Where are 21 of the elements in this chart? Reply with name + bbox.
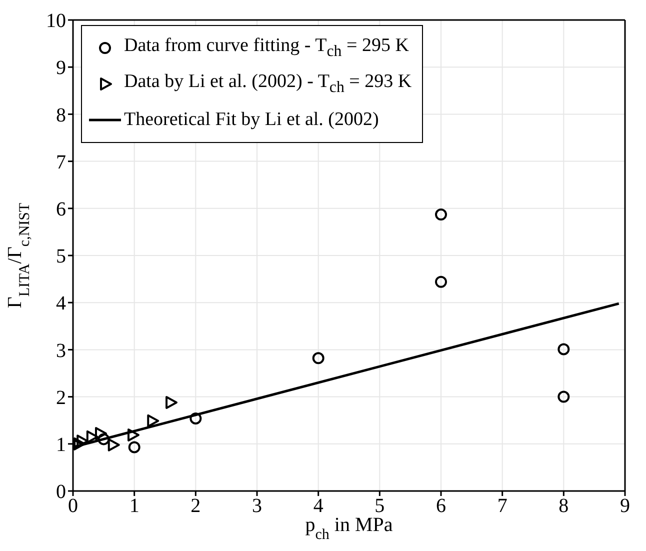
y-tick-label: 5: [56, 246, 66, 268]
x-tick-label: 8: [558, 495, 569, 518]
y-tick-label: 7: [56, 151, 66, 174]
x-tick-label: 3: [252, 495, 262, 518]
y-tick-label: 1: [56, 434, 66, 456]
y-tick-label: 0: [56, 481, 66, 504]
x-tick-label: 9: [620, 495, 630, 518]
y-tick-label: 6: [56, 198, 66, 220]
x-tick-label: 1: [129, 495, 140, 518]
y-tick-label: 3: [56, 340, 66, 362]
y-tick-label: 2: [56, 386, 66, 409]
y-tick-label: 9: [56, 57, 66, 80]
y-tick-label: 10: [46, 10, 66, 32]
legend-label: Data by Li et al. (2002) - T$_{ch}$ = 293 K: [124, 71, 412, 97]
legend-label: Theoretical Fit by Li et al. (2002): [124, 109, 379, 131]
y-tick-label: 8: [56, 104, 66, 126]
x-tick-label: 2: [190, 495, 201, 518]
x-tick-label: 6: [436, 495, 446, 518]
y-tick-label: 4: [56, 292, 66, 315]
legend-label: Data from curve fitting - T$_{ch}$ = 295 K: [124, 35, 409, 61]
x-tick-label: 7: [497, 495, 508, 518]
